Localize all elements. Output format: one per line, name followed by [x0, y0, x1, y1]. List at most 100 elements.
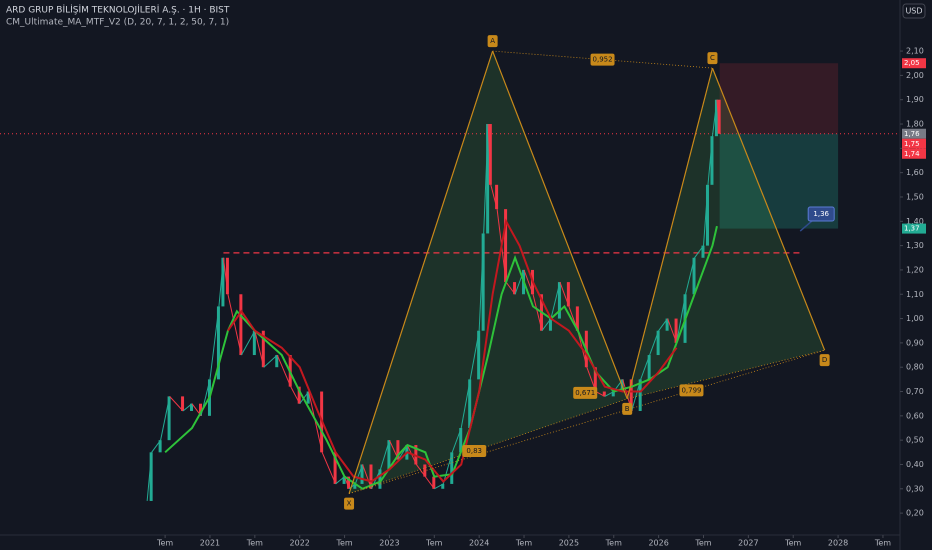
candle — [717, 99, 721, 134]
wick — [523, 269, 534, 295]
price-marker — [902, 223, 926, 234]
wick — [707, 136, 713, 185]
currency[interactable]: USD — [905, 7, 922, 16]
wick — [335, 476, 345, 485]
wick — [348, 483, 356, 490]
pattern-point-box — [819, 354, 830, 367]
y-tick-label: 0,30 — [906, 484, 924, 493]
candle — [297, 386, 301, 404]
pattern-ratio-box — [462, 444, 487, 457]
candle — [221, 257, 225, 307]
wick — [169, 396, 184, 412]
candle — [167, 396, 171, 441]
y-tick-label: 1,00 — [906, 314, 924, 323]
y-tick-label: 2,10 — [906, 47, 924, 56]
wick — [711, 99, 718, 137]
candle — [705, 184, 709, 246]
candle — [557, 282, 561, 319]
y-tick-label: 1,50 — [906, 192, 924, 201]
price-marker — [902, 148, 926, 159]
wick — [478, 233, 485, 331]
candle — [190, 403, 194, 411]
x-tick-label: Tem — [246, 539, 263, 548]
y-tick-label: 1,60 — [906, 168, 924, 177]
wick — [595, 391, 606, 397]
candle — [378, 469, 382, 489]
wick — [604, 391, 614, 397]
y-tick-label: 1,10 — [906, 290, 924, 299]
x-tick-label: Tem — [694, 539, 711, 548]
candle — [611, 391, 615, 397]
pattern-point-box — [707, 52, 718, 65]
wick — [379, 440, 390, 470]
candle — [432, 476, 436, 489]
x-tick-label: 2028 — [828, 539, 848, 548]
wick — [424, 476, 435, 490]
y-tick-label: 0,90 — [906, 338, 924, 347]
wick — [321, 452, 337, 485]
wick — [240, 330, 256, 356]
wick — [451, 427, 462, 453]
price-marker — [902, 58, 926, 69]
pattern-ratio: 0,952 — [593, 56, 613, 64]
price-marker-label: 1,75 — [904, 140, 920, 148]
candle — [481, 233, 485, 331]
pattern-ratio-box — [590, 53, 615, 66]
wick — [541, 318, 552, 332]
currency-box[interactable] — [902, 3, 926, 19]
pattern-area — [349, 51, 628, 494]
candle — [468, 379, 472, 428]
candle — [216, 306, 220, 380]
y-tick-label: 1,40 — [906, 217, 924, 226]
y-tick-label: 1,20 — [906, 265, 924, 274]
candle — [674, 318, 678, 343]
candle — [387, 440, 391, 470]
price-marker-label: 2,05 — [904, 59, 920, 67]
candle — [181, 396, 185, 411]
chart-title: ARD GRUP BİLİŞİM TEKNOLOJİLERİ A.Ş. · 1H… — [6, 5, 230, 16]
pattern-point: X — [347, 500, 352, 508]
pattern-ratio: 0,671 — [575, 389, 595, 397]
candle — [486, 124, 490, 234]
pattern-leg — [492, 50, 628, 400]
y-tick-label: 0,70 — [906, 387, 924, 396]
pattern-point-box — [622, 402, 633, 415]
pattern-point-box — [487, 35, 498, 48]
x-tick-label: Tem — [156, 539, 173, 548]
candle — [504, 209, 508, 283]
pattern-ratio-line — [627, 349, 825, 400]
candle — [423, 464, 427, 477]
x-tick-label: Tem — [784, 539, 801, 548]
candle — [369, 464, 373, 489]
wick — [263, 354, 278, 368]
wick — [487, 124, 492, 185]
candle — [333, 452, 337, 484]
price-marker-label: 1,37 — [904, 225, 920, 233]
wick — [146, 452, 153, 502]
pattern-point: C — [710, 54, 715, 62]
candle — [548, 318, 552, 331]
wick — [442, 452, 453, 485]
y-tick-label: 0,50 — [906, 436, 924, 445]
moving-average — [164, 225, 718, 490]
candle — [488, 124, 492, 185]
pattern-point: D — [822, 356, 827, 364]
candle — [396, 440, 400, 460]
price-marker — [902, 138, 926, 149]
pattern-ratio-line — [348, 398, 628, 495]
x-tick-label: Tem — [425, 539, 442, 548]
pattern-point-box — [344, 497, 355, 510]
candle — [450, 452, 454, 484]
stop-zone — [719, 63, 839, 134]
x-tick-label: 2027 — [738, 539, 758, 548]
wick — [716, 99, 721, 134]
y-tick-label: 1,90 — [906, 95, 924, 104]
x-tick-label: Tem — [874, 539, 891, 548]
candle — [477, 330, 481, 380]
wick — [469, 330, 480, 380]
y-tick-label: 0,40 — [906, 460, 924, 469]
wick — [550, 281, 561, 319]
callout-box — [807, 206, 835, 222]
wick — [483, 124, 489, 234]
candle — [149, 452, 153, 501]
